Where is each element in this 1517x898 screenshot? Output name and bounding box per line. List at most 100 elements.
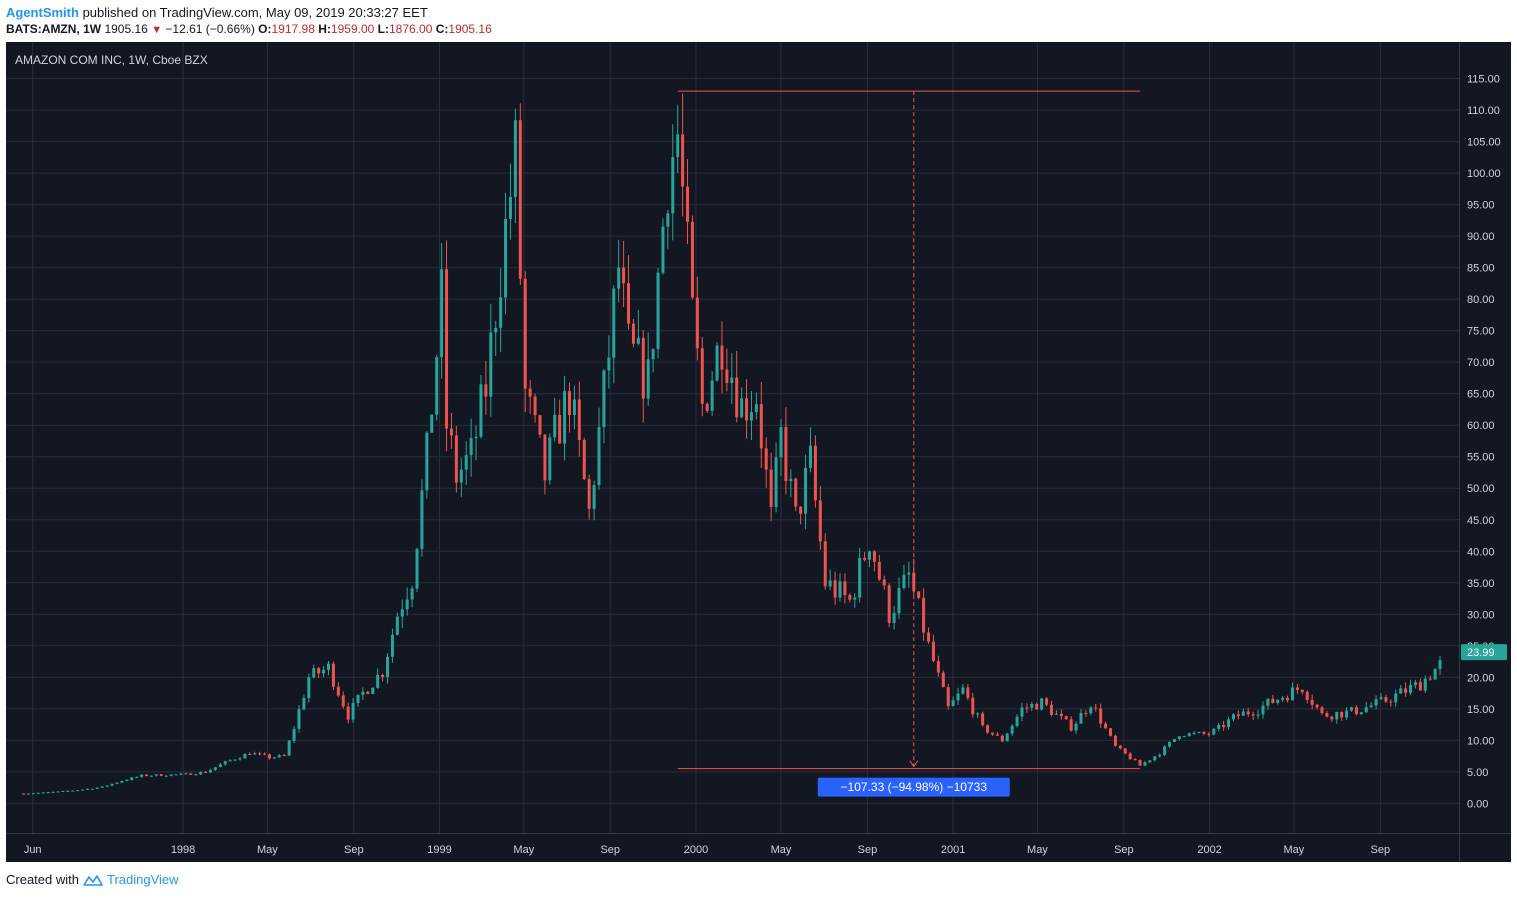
candle-body [149,775,153,777]
candle-body [1049,704,1053,715]
publish-line: AgentSmith published on TradingView.com,… [6,5,428,20]
candle-body [1168,741,1172,747]
candle-up [81,789,85,791]
ohlc-legend: BATS:AMZN, 1W 1905.16 ▼ −12.61 (−0.66%) … [6,22,492,36]
candle-body [577,399,581,440]
candle-up [307,673,311,703]
candle-body [1094,707,1098,709]
author-link[interactable]: AgentSmith [6,5,79,20]
candle-body [710,380,714,411]
candle-up [376,668,380,689]
candle-up [410,585,414,608]
tradingview-link[interactable]: TradingView [106,872,179,887]
candle-up [636,309,640,346]
candle-up [676,104,680,173]
candle-down [543,434,547,495]
candle-body [199,771,203,775]
x-tick-label: 2001 [941,844,965,856]
candle-down [1325,711,1329,718]
candle-body [730,377,734,383]
candle-up [651,348,655,373]
x-tick-label: Sep [858,844,878,856]
tradingview-logo-icon [83,874,103,886]
candle-up [1143,761,1147,767]
candle-body [1345,710,1349,718]
y-tick-label: 70.00 [1467,357,1495,369]
open-value: 1917.98 [271,22,315,36]
candle-body [1084,712,1088,714]
candle-body [1177,736,1181,739]
candle-body [1227,719,1231,728]
candle-body [395,616,399,635]
candle-up [1266,698,1270,710]
x-tick-label: 2000 [684,844,708,856]
candle-body [61,790,65,792]
candle-up [440,243,444,379]
candle-up [1374,695,1378,710]
candle-up [31,793,35,795]
candle-body [223,761,227,765]
candle-up [287,739,291,756]
candle-body [1374,699,1378,706]
candle-body [587,479,591,509]
x-tick-label: May [771,844,792,856]
candle-body [863,557,867,560]
candle-up [1364,702,1368,713]
candle-body [1059,713,1063,717]
candle-down [248,752,252,756]
candle-body [956,693,960,701]
candle-up [218,763,222,768]
price-chart[interactable]: 0.005.0010.0015.0020.0025.0030.0035.0040… [6,42,1511,862]
candle-down [769,452,773,522]
candle-up [115,782,119,785]
candle-body [302,698,306,710]
candle-body [430,414,434,433]
candle-up [110,783,114,786]
candle-body [818,500,822,542]
candle-body [31,793,35,795]
candle-body [248,754,252,756]
candle-body [258,753,262,755]
candle-body [1423,678,1427,691]
candle-body [179,773,183,775]
candle-body [922,597,926,633]
candle-body [1197,732,1201,734]
candle-body [1330,716,1334,720]
candle-up [656,267,660,359]
candle-body [81,789,85,791]
candle-down [263,752,267,756]
candle-body [1364,707,1368,713]
candle-down [1094,704,1098,712]
candle-up [1005,732,1009,742]
candle-body [1394,693,1398,703]
chart-container[interactable]: 0.005.0010.0015.0020.0025.0030.0035.0040… [6,42,1511,862]
x-tick-label: 1998 [171,844,195,856]
candle-up [1074,721,1078,734]
candle-body [1350,707,1354,711]
candle-up [1030,701,1034,711]
candle-body [479,384,483,437]
candle-body [931,641,935,661]
candle-up [1153,756,1157,762]
candle-body [749,412,753,421]
candle-body [700,348,704,404]
candle-body [627,283,631,324]
candle-up [1168,741,1172,748]
candle-body [1020,707,1024,717]
y-tick-label: 85.00 [1467,263,1495,275]
candle-up [1433,668,1437,680]
candle-up [617,239,621,303]
candle-up [208,768,212,773]
candle-up [1413,679,1417,689]
candle-body [936,660,940,673]
y-tick-label: 45.00 [1467,515,1495,527]
candle-down [22,793,26,795]
candle-down [1404,682,1408,697]
candle-down [582,437,586,481]
candle-body [981,713,985,726]
candle-down [1286,695,1290,703]
candle-down [848,592,852,603]
candle-body [1251,714,1255,716]
candle-body [1000,735,1004,742]
candle-body [695,297,699,349]
